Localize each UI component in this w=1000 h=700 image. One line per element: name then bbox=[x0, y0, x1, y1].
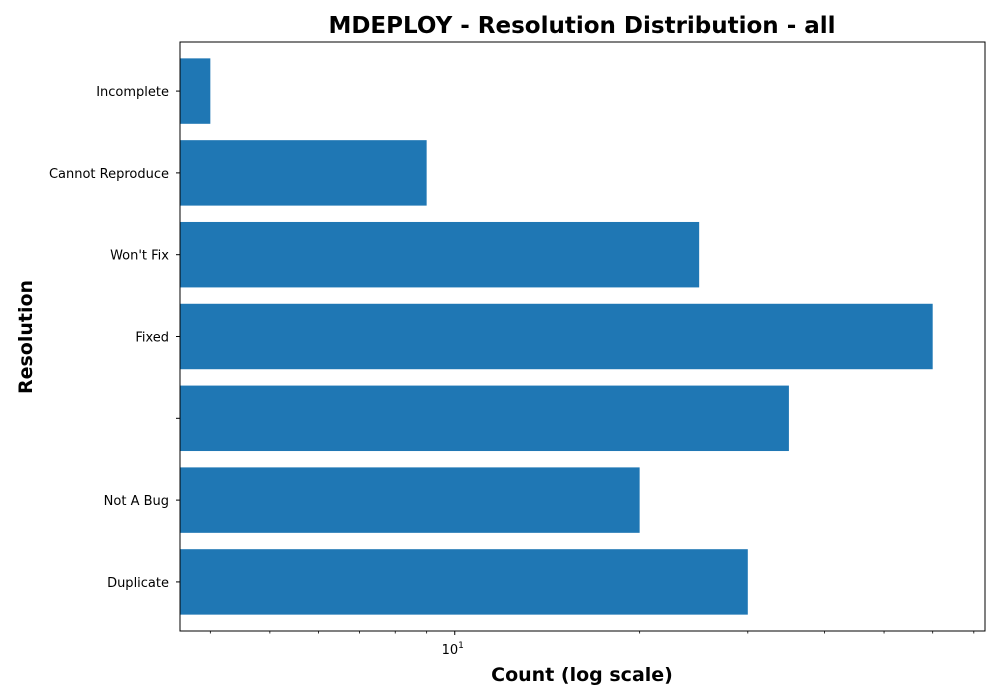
y-tick-label: Incomplete bbox=[96, 85, 169, 100]
x-tick-label-exponent: 1 bbox=[458, 641, 464, 651]
y-ticks-group: Duplicate Not A Bug Fixed Won't Fix Cannot R… bbox=[49, 85, 180, 591]
x-tick-label: 101 bbox=[442, 641, 464, 658]
plot-area-frame bbox=[179, 41, 986, 632]
y-tick-label: Fixed bbox=[135, 331, 169, 346]
bar-not-a-bug bbox=[180, 467, 640, 533]
chart-title: MDEPLOY - Resolution Distribution - all bbox=[328, 13, 835, 39]
y-tick-label: Won't Fix bbox=[110, 249, 169, 264]
y-tick-label: Duplicate bbox=[107, 576, 169, 591]
bar-incomplete bbox=[180, 58, 211, 124]
bars-group bbox=[180, 58, 933, 615]
x-ticks-group: 101 bbox=[209, 631, 975, 658]
bar-fixed bbox=[180, 303, 933, 370]
y-axis-label: Resolution bbox=[15, 280, 37, 394]
bar-unlabeled bbox=[180, 385, 789, 452]
y-tick-label: Cannot Reproduce bbox=[49, 167, 169, 182]
x-axis-label: Count (log scale) bbox=[491, 664, 673, 686]
bar-cannot-reproduce bbox=[180, 140, 427, 206]
bar-won-t-fix bbox=[180, 221, 700, 288]
x-tick-label-base: 10 bbox=[442, 643, 459, 658]
bar-duplicate bbox=[180, 549, 748, 615]
y-tick-label: Not A Bug bbox=[104, 494, 169, 509]
